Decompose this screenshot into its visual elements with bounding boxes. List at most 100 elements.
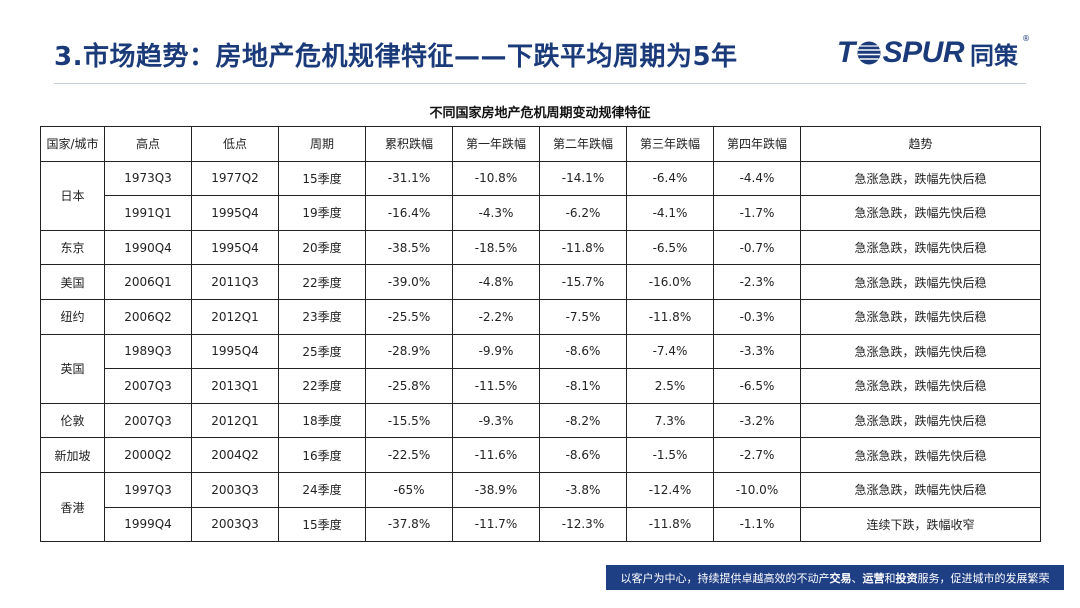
table-cell: -9.3% <box>452 402 540 439</box>
table-cell: -1.5% <box>626 437 714 473</box>
table-cell: 急涨急跌，跌幅先快后稳 <box>800 195 1041 231</box>
region-cell: 伦敦 <box>40 402 105 439</box>
table-cell: 1999Q4 <box>104 506 192 543</box>
table-cell: -8.2% <box>539 402 627 439</box>
table-cell: -0.7% <box>713 229 801 266</box>
table-cell: -8.6% <box>539 437 627 473</box>
table-cell: -11.8% <box>626 298 714 335</box>
table-cell: 急涨急跌，跌幅先快后稳 <box>800 471 1041 508</box>
table-cell: -4.4% <box>713 160 801 197</box>
table-cell: -4.8% <box>452 264 540 300</box>
table-cell: -1.1% <box>713 506 801 543</box>
table-cell: -6.4% <box>626 160 714 197</box>
table-cell: -11.8% <box>626 506 714 543</box>
table-row: 日本 1973Q3 1977Q2 15季度 -31.1% -10.8% -14.1% -6.4… <box>40 160 1041 231</box>
table-cell: 急涨急跌，跌幅先快后稳 <box>800 333 1041 370</box>
table-cell: 2013Q1 <box>191 368 279 404</box>
footer-text-prefix: 以客户为中心，持续提供卓越高效的不动产 <box>620 571 830 585</box>
table-cell: 2006Q2 <box>104 298 192 335</box>
table-row: 纽约 2006Q2 2012Q1 23季度 -25.5% -2.2% -7.5% -11.8%… <box>40 298 1041 335</box>
table-cell: -2.2% <box>452 298 540 335</box>
table-row: 1991Q1 1995Q4 19季度 -16.4% -4.3% -6.2% -4.1% -1.… <box>41 195 1041 231</box>
table-title: 不同国家房地产危机周期变动规律特征 <box>429 106 651 121</box>
region-cell: 新加坡 <box>40 437 105 473</box>
table-row: 香港 1997Q3 2003Q3 24季度 -65% -38.9% -3.8% -12.4% -… <box>40 471 1041 543</box>
globe-icon <box>857 41 881 65</box>
table-cell: 2000Q2 <box>104 437 192 473</box>
table-header-row: 国家/城市 高点 低点 周期 累积跌幅 第一年跌幅 第二年跌幅 第三年跌幅 第四年跌幅 趋势 <box>40 126 1041 162</box>
table-cell: 1995Q4 <box>191 229 279 266</box>
column-header: 趋势 <box>800 126 1041 162</box>
table-cell: -2.3% <box>713 264 801 300</box>
table-cell: 24季度 <box>278 471 366 508</box>
table-cell: -28.9% <box>365 333 453 370</box>
table-cell: 1995Q4 <box>191 195 279 231</box>
table-cell: 1973Q3 <box>104 160 192 197</box>
table-cell: -38.5% <box>365 229 453 266</box>
table-cell: 1991Q1 <box>104 195 192 231</box>
table-cell: -18.5% <box>452 229 540 266</box>
table-cell: -3.8% <box>539 471 627 508</box>
table-cell: -65% <box>365 471 453 508</box>
table-cell: -10.0% <box>713 471 801 508</box>
logo-letters-spur: SPUR <box>882 36 965 69</box>
table-cell: -14.1% <box>539 160 627 197</box>
table-cell: -6.2% <box>539 195 627 231</box>
table-cell: -16.0% <box>626 264 714 300</box>
table-cell: 20季度 <box>278 229 366 266</box>
table-cell: -1.7% <box>713 195 801 231</box>
table-cell: -7.5% <box>539 298 627 335</box>
table-cell: 2006Q1 <box>104 264 192 300</box>
table-cell: 16季度 <box>278 437 366 473</box>
table-row: 伦敦 2007Q3 2012Q1 18季度 -15.5% -9.3% -8.2% 7.3% -3… <box>40 402 1041 439</box>
table-cell: -16.4% <box>365 195 453 231</box>
table-cell: -3.3% <box>713 333 801 370</box>
table-cell: 急涨急跌，跌幅先快后稳 <box>800 264 1041 300</box>
table-cell: -22.5% <box>365 437 453 473</box>
tospur-logo: T SPUR 同策 ® <box>837 34 1030 70</box>
table-cell: 2004Q2 <box>191 437 279 473</box>
logo-chinese: 同策 <box>970 41 1018 70</box>
column-header: 第四年跌幅 <box>713 126 801 162</box>
table-cell: 22季度 <box>278 264 366 300</box>
table-cell: 2012Q1 <box>191 402 279 439</box>
table-cell: 急涨急跌，跌幅先快后稳 <box>800 160 1041 197</box>
region-cell: 日本 <box>40 160 105 231</box>
column-header: 周期 <box>278 126 366 162</box>
footer-text-bold-2: 运营 <box>862 571 885 585</box>
region-cell: 纽约 <box>40 298 105 335</box>
table-cell: -12.4% <box>626 471 714 508</box>
table-cell: 2007Q3 <box>104 368 192 404</box>
column-header: 累积跌幅 <box>365 126 453 162</box>
table-cell: 15季度 <box>278 160 366 197</box>
page-title: 3.市场趋势：房地产危机规律特征——下跌平均周期为5年 <box>54 42 738 72</box>
footer-banner: 以客户为中心，持续提供卓越高效的不动产 交易、运营和投资 服务，促进城市的发展繁荣 <box>606 565 1064 590</box>
table-cell: -15.5% <box>365 402 453 439</box>
table-cell: 2.5% <box>626 368 714 404</box>
table-cell: 2012Q1 <box>191 298 279 335</box>
table-cell: -11.5% <box>452 368 540 404</box>
region-cell: 香港 <box>40 471 105 543</box>
table-cell: -11.7% <box>452 506 540 543</box>
column-header: 低点 <box>191 126 279 162</box>
table-row: 英国 1989Q3 1995Q4 25季度 -28.9% -9.9% -8.6% -7.4% -… <box>40 333 1041 404</box>
logo-wordmark: T SPUR <box>837 36 965 70</box>
table-cell: 2003Q3 <box>191 506 279 543</box>
table-cell: 18季度 <box>278 402 366 439</box>
table-cell: -9.9% <box>452 333 540 370</box>
table-cell: -3.2% <box>713 402 801 439</box>
table-row: 美国 2006Q1 2011Q3 22季度 -39.0% -4.8% -15.7% -16.0… <box>40 264 1041 300</box>
table-cell: 急涨急跌，跌幅先快后稳 <box>800 402 1041 439</box>
table-cell: 2007Q3 <box>104 402 192 439</box>
crisis-cycle-table: 国家/城市 高点 低点 周期 累积跌幅 第一年跌幅 第二年跌幅 第三年跌幅 第四年跌幅 趋势 日本… <box>40 126 1041 543</box>
table-row: 1999Q4 2003Q3 15季度 -37.8% -11.7% -12.3% -11.8%… <box>41 506 1041 543</box>
table-cell: 1990Q4 <box>104 229 192 266</box>
table-cell: 急涨急跌，跌幅先快后稳 <box>800 229 1041 266</box>
table-cell: -38.9% <box>452 471 540 508</box>
table-cell: -6.5% <box>713 368 801 404</box>
table-cell: 19季度 <box>278 195 366 231</box>
table-cell: 7.3% <box>626 402 714 439</box>
table-cell: 2003Q3 <box>191 471 279 508</box>
table-cell: -39.0% <box>365 264 453 300</box>
table-cell: 22季度 <box>278 368 366 404</box>
